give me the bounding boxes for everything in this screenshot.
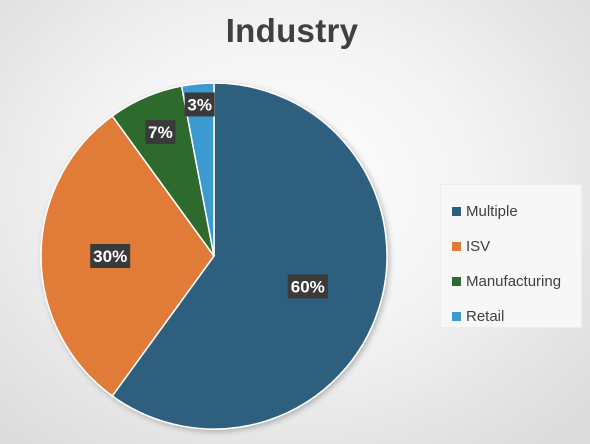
data-label-text: 3% [187, 95, 212, 114]
legend-label: Multiple [466, 203, 518, 220]
legend-item-isv: ISV [441, 229, 581, 264]
legend: Multiple ISV Manufacturing Retail [440, 184, 582, 328]
data-label-text: 30% [93, 247, 127, 266]
data-label-text: 7% [148, 123, 173, 142]
legend-item-retail: Retail [441, 299, 581, 334]
legend-swatch [452, 207, 461, 216]
legend-label: ISV [466, 238, 491, 255]
data-label-box [90, 244, 131, 268]
chart-title: Industry [225, 12, 359, 49]
data-label-box [145, 120, 176, 145]
pie-slice-multiple [111, 82, 388, 430]
legend-swatch [452, 312, 461, 321]
data-label-manufacturing: 7% [145, 120, 176, 145]
data-label-multiple: 60% [287, 274, 328, 299]
data-label-text: 60% [291, 277, 325, 296]
legend-item-multiple: Multiple [441, 194, 581, 229]
data-label-retail: 3% [184, 92, 215, 117]
legend-item-manufacturing: Manufacturing [441, 264, 581, 299]
legend-label: Retail [466, 308, 505, 325]
legend-swatch [452, 277, 461, 286]
data-label-box [287, 274, 328, 299]
legend-swatch [452, 242, 461, 251]
pie-slice-retail [180, 82, 215, 257]
data-label-box [184, 92, 215, 117]
legend-label: Manufacturing [466, 273, 562, 290]
data-label-isv: 30% [90, 244, 131, 268]
